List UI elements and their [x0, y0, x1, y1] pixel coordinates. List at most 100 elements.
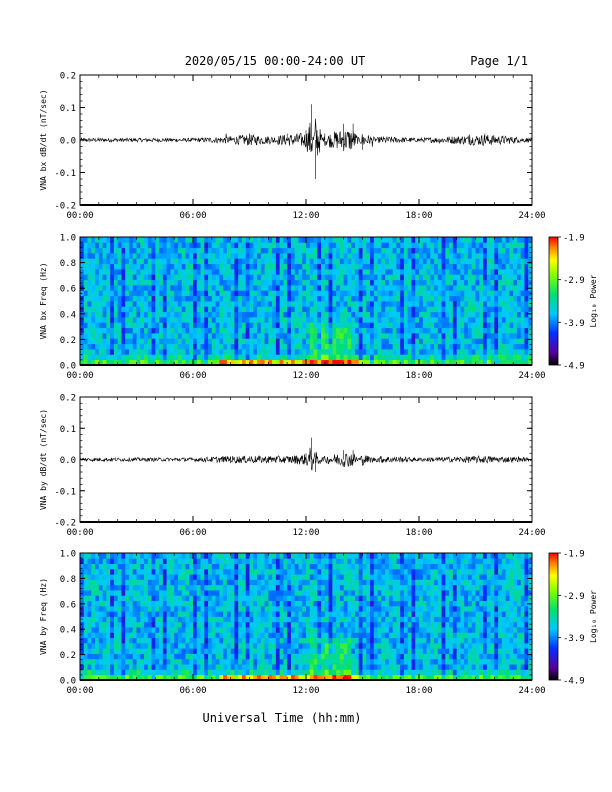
- spectrogram-cell: [283, 301, 288, 307]
- spectrogram-cell: [294, 263, 299, 270]
- spectrogram-cell: [170, 343, 175, 350]
- spectrogram-cell: [170, 253, 175, 259]
- spectrogram-cell: [241, 242, 247, 249]
- spectrogram-cell: [290, 269, 296, 275]
- spectrogram-cell: [283, 359, 288, 366]
- spectrogram-cell: [121, 590, 126, 596]
- spectrogram-cell: [238, 322, 243, 329]
- spectrogram-cell: [162, 306, 168, 313]
- spectrogram-cell: [128, 664, 134, 670]
- spectrogram-cell: [151, 338, 156, 345]
- spectrogram-cell: [264, 579, 269, 586]
- spectrogram-cell: [196, 642, 201, 649]
- spectrogram-cell: [294, 279, 299, 286]
- spectrogram-cell: [136, 322, 141, 329]
- spectrogram-cell: [234, 242, 239, 249]
- spectrogram-cell: [336, 648, 341, 654]
- spectrogram-cell: [302, 605, 307, 612]
- spectrogram-cell: [87, 285, 92, 291]
- spectrogram-cell: [245, 627, 250, 633]
- spectrogram-cell: [520, 285, 525, 291]
- spectrogram-cell: [155, 237, 160, 243]
- spectrogram-cell: [230, 605, 235, 612]
- spectrogram-cell: [467, 258, 473, 265]
- spectrogram-cell: [407, 279, 412, 286]
- spectrogram-cell: [245, 574, 250, 580]
- spectrogram-cell: [283, 627, 288, 633]
- spectrogram-cell: [279, 558, 284, 564]
- spectrogram-cell: [377, 242, 382, 249]
- spectrogram-cell: [328, 295, 333, 302]
- spectrogram-cell: [245, 621, 250, 628]
- spectrogram-cell: [366, 269, 371, 275]
- spectrogram-cell: [422, 237, 427, 243]
- spectrogram-cell: [128, 306, 134, 313]
- spectrogram-cell: [343, 653, 348, 660]
- spectrogram-cell: [505, 253, 510, 259]
- spectrogram-cell: [362, 311, 367, 318]
- spectrogram-cell: [132, 653, 137, 660]
- spectrogram-cell: [159, 664, 164, 670]
- spectrogram-cell: [121, 311, 126, 318]
- spectrogram-cell: [336, 658, 341, 665]
- spectrogram-cell: [392, 295, 397, 302]
- spectrogram-cell: [87, 590, 92, 596]
- spectrogram-cell: [95, 359, 100, 366]
- spectrogram-cell: [166, 553, 171, 559]
- spectrogram-cell: [430, 285, 435, 291]
- spectrogram-cell: [347, 269, 352, 275]
- spectrogram-cell: [306, 338, 311, 345]
- spectrogram-cell: [456, 349, 461, 355]
- spectrogram-cell: [347, 359, 352, 366]
- spectrogram-cell: [170, 301, 175, 307]
- spectrogram-cell: [264, 553, 269, 559]
- spectrogram-cell: [110, 574, 115, 580]
- spectrogram-cell: [174, 653, 179, 660]
- spectrogram-cell: [317, 242, 322, 249]
- spectrogram-cell: [170, 621, 175, 628]
- spectrogram-cell: [343, 279, 348, 286]
- spectrogram-cell: [155, 605, 160, 612]
- spectrogram-cell: [215, 285, 220, 291]
- spectrogram-cell: [98, 653, 103, 660]
- spectrogram-cell: [272, 563, 277, 570]
- spectrogram-cell: [516, 279, 522, 286]
- spectrogram-cell: [196, 242, 201, 249]
- spectrogram-cell: [132, 333, 137, 339]
- spectrogram-cell: [128, 627, 134, 633]
- spectrogram-cell: [113, 242, 119, 249]
- spectrogram-cell: [226, 237, 232, 243]
- spectrogram-cell: [392, 322, 397, 329]
- spectrogram-cell: [290, 558, 296, 564]
- spectrogram-cell: [306, 637, 311, 644]
- spectrogram-cell: [362, 306, 367, 313]
- spectrogram-cell: [102, 568, 107, 575]
- spectrogram-cell: [388, 349, 394, 355]
- spectrogram-cell: [370, 242, 375, 249]
- spectrogram-cell: [226, 359, 232, 366]
- spectrogram-cell: [396, 306, 401, 313]
- spectrogram-cell: [196, 311, 201, 318]
- spectrogram-cell: [128, 642, 134, 649]
- spectrogram-cell: [283, 674, 288, 681]
- spectrogram-cell: [373, 354, 378, 361]
- spectrogram-cell: [400, 322, 405, 329]
- spectrogram-cell: [362, 285, 367, 291]
- spectrogram-cell: [400, 354, 405, 361]
- spectrogram-cell: [434, 274, 439, 281]
- spectrogram-cell: [260, 295, 265, 302]
- spectrogram-cell: [528, 242, 533, 249]
- spectrogram-cell: [230, 669, 235, 676]
- spectrogram-cell: [87, 258, 92, 265]
- spectrogram-cell: [272, 338, 277, 345]
- spectrogram-cell: [298, 642, 303, 649]
- spectrogram-cell: [80, 343, 85, 350]
- spectrogram-cell: [234, 338, 239, 345]
- spectrogram-cell: [95, 595, 100, 602]
- spectrogram-cell: [208, 674, 213, 681]
- spectrogram-cell: [95, 658, 100, 665]
- spectrogram-cell: [264, 253, 269, 259]
- spectrogram-cell: [441, 317, 446, 323]
- spectrogram-cell: [253, 616, 258, 623]
- spectrogram-cell: [189, 664, 194, 670]
